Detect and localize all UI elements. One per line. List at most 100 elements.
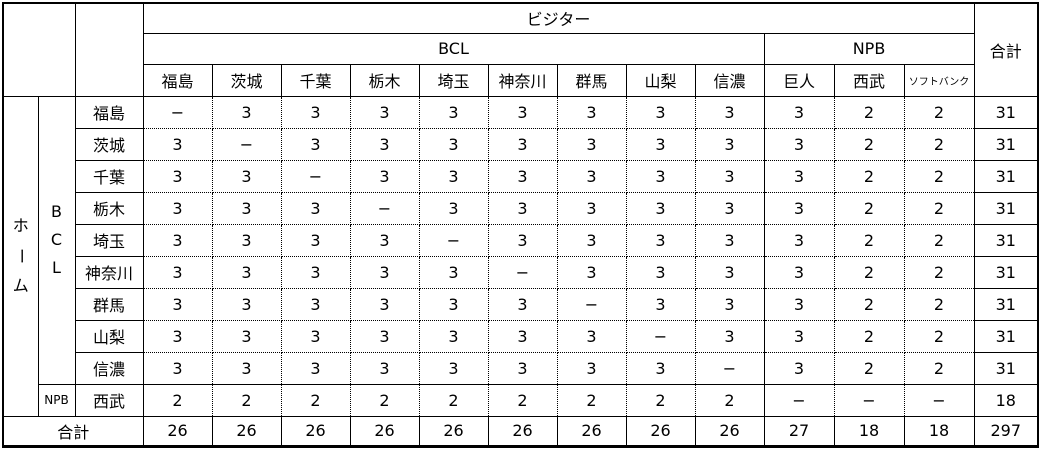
cell: 3 — [625, 255, 696, 289]
cell: 3 — [418, 191, 489, 225]
cell: 3 — [280, 127, 351, 161]
column-total: 26 — [418, 415, 489, 447]
cell: 3 — [142, 191, 213, 225]
column-header-yamanashi: 山梨 — [625, 63, 696, 97]
cell: 2 — [903, 287, 975, 321]
row-header-fukushima: 福島 — [74, 95, 144, 129]
row-total: 31 — [973, 351, 1039, 385]
table-row: 栃木 3 3 3 − 3 3 3 3 3 3 2 2 31 — [3, 191, 1039, 225]
cell: 2 — [903, 191, 975, 225]
column-total: 18 — [903, 415, 975, 447]
cell: 2 — [903, 159, 975, 193]
cell: 3 — [142, 223, 213, 257]
column-header-chiba: 千葉 — [280, 63, 351, 97]
grand-total: 297 — [973, 415, 1039, 447]
bcl-vertical-text: B C L — [50, 202, 63, 277]
cell: 3 — [211, 319, 282, 353]
cell: 2 — [903, 351, 975, 385]
cell: 2 — [833, 287, 905, 321]
column-total: 26 — [349, 415, 420, 447]
cell: 3 — [763, 191, 835, 225]
cell: 3 — [349, 255, 420, 289]
cell: − — [211, 127, 282, 161]
column-header-shinano: 信濃 — [694, 63, 765, 97]
row-total: 31 — [973, 95, 1039, 129]
cell: 3 — [694, 95, 765, 129]
cell: 3 — [556, 191, 627, 225]
cell: 3 — [694, 287, 765, 321]
cell: 3 — [211, 223, 282, 257]
cell: − — [142, 95, 213, 129]
header-row-teams: 福島 茨城 千葉 栃木 埼玉 神奈川 群馬 山梨 信濃 巨人 西武 ソフトバンク — [3, 63, 1038, 97]
cell: 2 — [903, 255, 975, 289]
row-header-kanagawa: 神奈川 — [74, 255, 144, 289]
cell: 3 — [625, 351, 696, 385]
column-total: 26 — [487, 415, 558, 447]
home-header-vertical-text: ホ ー ム — [11, 216, 31, 295]
cell: 3 — [280, 287, 351, 321]
cell: 2 — [556, 383, 627, 417]
cell: 3 — [625, 127, 696, 161]
column-header-softbank: ソフトバンク — [903, 63, 975, 97]
cell: 3 — [349, 223, 420, 257]
cell: 2 — [833, 127, 905, 161]
column-total: 26 — [556, 415, 627, 447]
row-total: 31 — [973, 223, 1039, 257]
column-total: 27 — [763, 415, 835, 447]
column-total: 26 — [142, 415, 213, 447]
cell: 2 — [833, 159, 905, 193]
header-row-leagues: BCL NPB — [3, 32, 1038, 65]
table-row: 信濃 3 3 3 3 3 3 3 3 − 3 2 2 31 — [3, 351, 1039, 385]
cell: 3 — [625, 223, 696, 257]
cell: 3 — [142, 351, 213, 385]
column-header-saitama: 埼玉 — [418, 63, 489, 97]
cell: 3 — [211, 255, 282, 289]
cell: 2 — [833, 223, 905, 257]
cell: 3 — [556, 223, 627, 257]
cell: 2 — [625, 383, 696, 417]
row-total: 31 — [973, 255, 1039, 289]
cell: 2 — [833, 255, 905, 289]
cell: 3 — [625, 159, 696, 193]
npb-group-header: NPB — [763, 32, 975, 65]
row-header-shinano: 信濃 — [74, 351, 144, 385]
cell: 3 — [763, 351, 835, 385]
cell: 3 — [418, 127, 489, 161]
cell: 3 — [349, 127, 420, 161]
row-header-tochigi: 栃木 — [74, 191, 144, 225]
row-total: 31 — [973, 127, 1039, 161]
row-total: 31 — [973, 159, 1039, 193]
table-row: 山梨 3 3 3 3 3 3 3 − 3 3 2 2 31 — [3, 319, 1039, 353]
cell: 3 — [349, 95, 420, 129]
cell: 3 — [280, 191, 351, 225]
cell: 3 — [142, 319, 213, 353]
header-row-groups: ビジター 合計 — [2, 2, 1039, 97]
table-row: 埼玉 3 3 3 3 − 3 3 3 3 3 2 2 31 — [3, 223, 1039, 257]
cell: 3 — [694, 127, 765, 161]
cell: 2 — [694, 383, 765, 417]
cell: − — [487, 255, 558, 289]
column-total: 18 — [833, 415, 905, 447]
cell: 3 — [556, 319, 627, 353]
table-row: 神奈川 3 3 3 3 3 − 3 3 3 3 2 2 31 — [3, 255, 1039, 289]
cell: 2 — [487, 383, 558, 417]
cell: 3 — [142, 287, 213, 321]
cell: 3 — [349, 319, 420, 353]
cell: 3 — [142, 159, 213, 193]
cell: 3 — [763, 255, 835, 289]
home-header: ホ ー ム — [2, 95, 39, 417]
cell: 3 — [418, 255, 489, 289]
cell: 3 — [418, 319, 489, 353]
cell: 3 — [694, 255, 765, 289]
column-header-kanagawa: 神奈川 — [487, 63, 558, 97]
column-header-seibu: 西武 — [833, 63, 905, 97]
column-header-gunma: 群馬 — [556, 63, 627, 97]
cell: − — [833, 383, 905, 417]
cell: 3 — [211, 191, 282, 225]
row-header-chiba: 千葉 — [74, 159, 144, 193]
cell: 2 — [833, 95, 905, 129]
cell: 3 — [211, 351, 282, 385]
row-header-yamanashi: 山梨 — [74, 319, 144, 353]
row-header-ibaraki: 茨城 — [74, 127, 144, 161]
